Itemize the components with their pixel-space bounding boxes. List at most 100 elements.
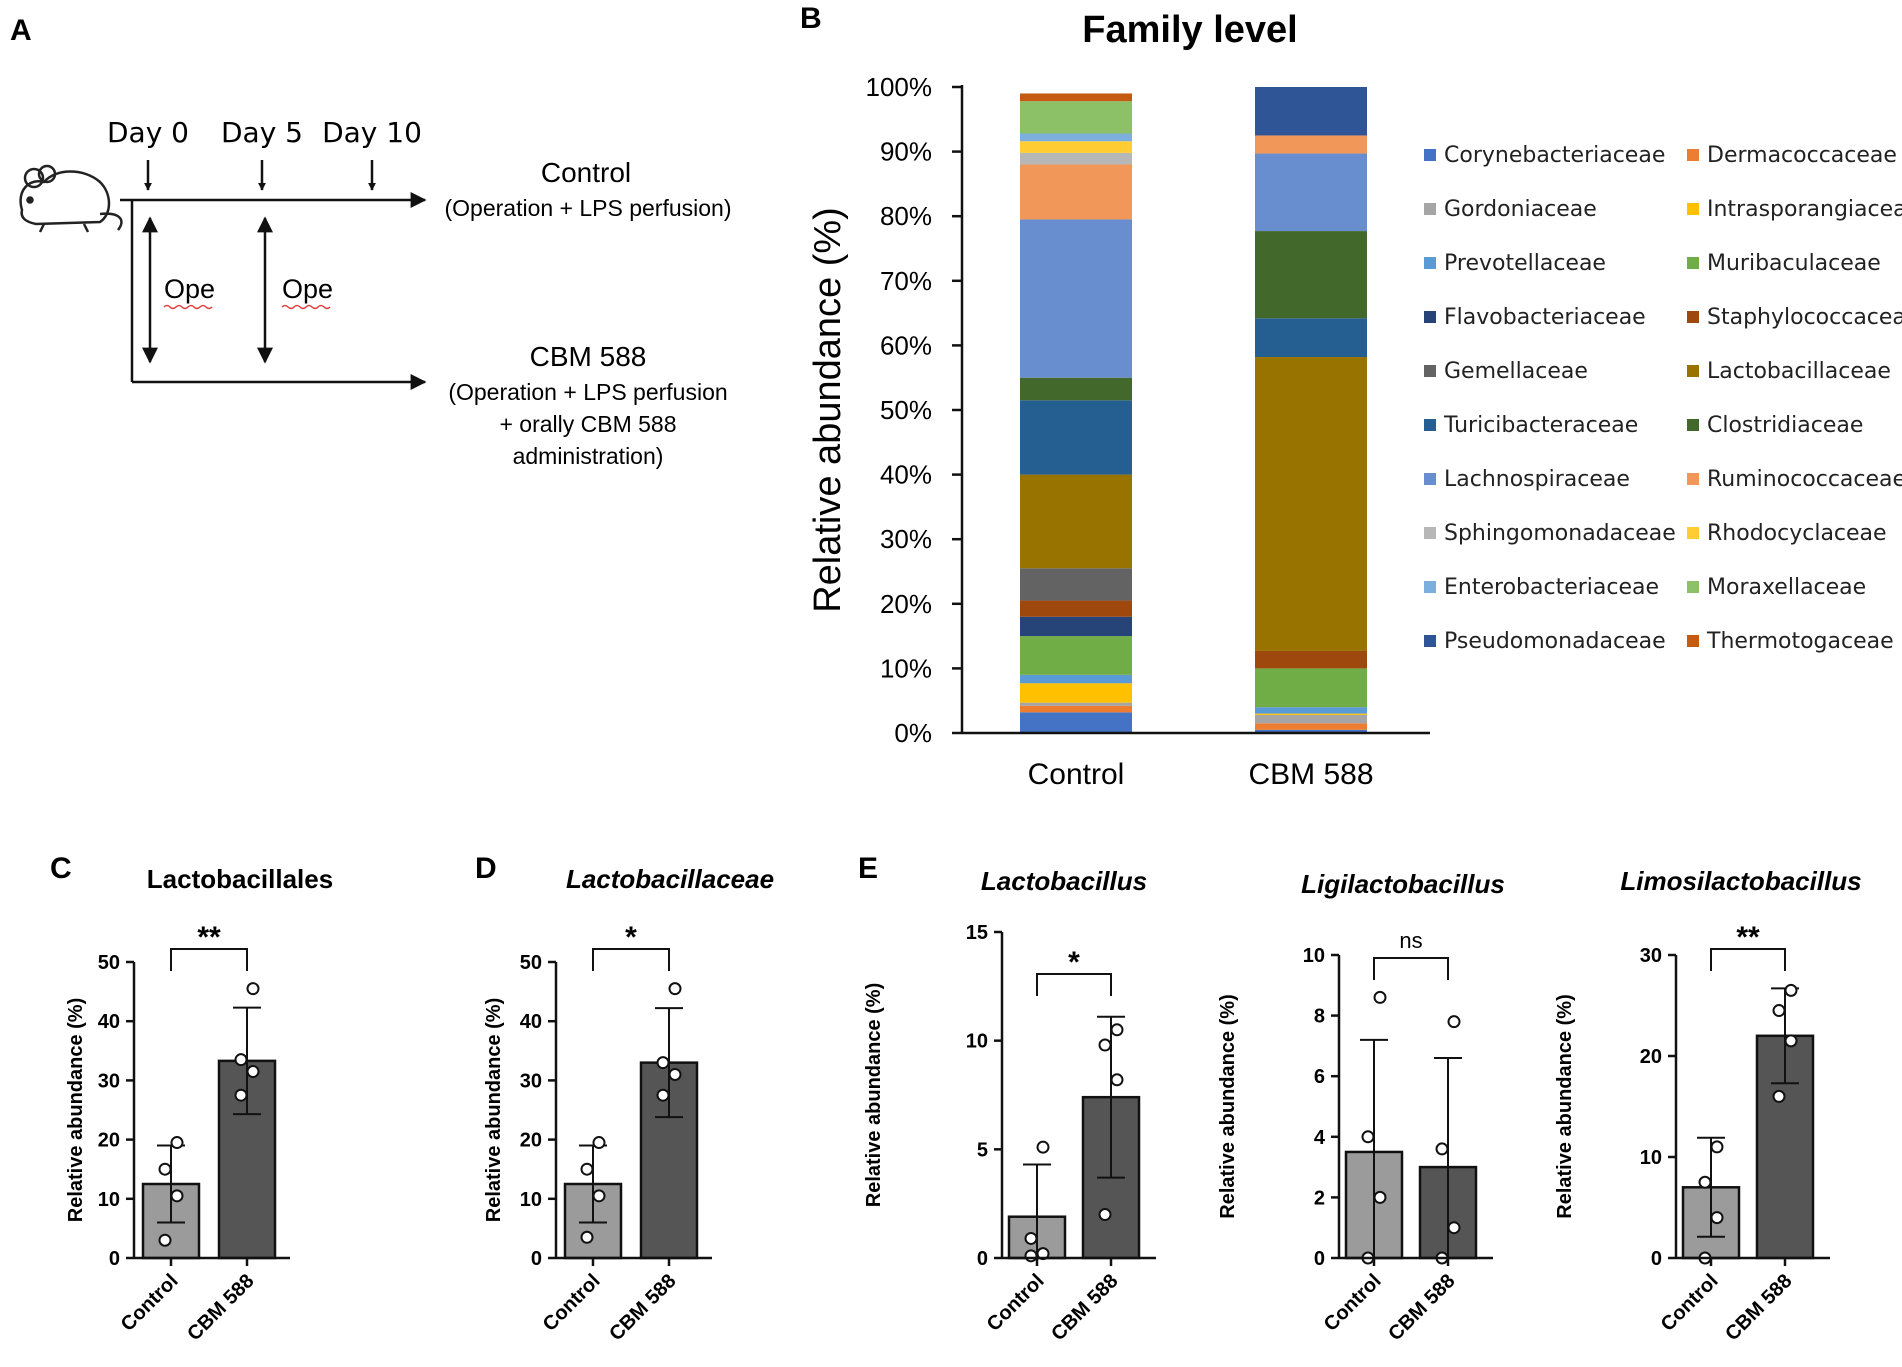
legend-swatch-clostridiaceae bbox=[1687, 419, 1699, 431]
y-tick-label: 2 bbox=[1314, 1187, 1325, 1209]
data-point-cbm-588 bbox=[1447, 1221, 1461, 1235]
significance-bracket bbox=[1036, 973, 1112, 996]
legend-item-dermacoccaceae: Dermacoccaceae bbox=[1707, 143, 1897, 168]
data-point-control bbox=[580, 1162, 594, 1176]
timeline-day-10: Day 10 bbox=[322, 116, 422, 149]
y-tick-label: 4 bbox=[1314, 1127, 1326, 1149]
y-axis-label: Relative abundance (%) bbox=[65, 998, 87, 1223]
significance-label: * bbox=[1068, 946, 1080, 979]
y-tick-label: 30 bbox=[98, 1070, 120, 1092]
bar-segment-control-turicibacteraceae bbox=[1020, 400, 1132, 475]
legend-item-lachnospiraceae: Lachnospiraceae bbox=[1444, 467, 1630, 492]
bar-segment-control-intrasporangiaceae bbox=[1020, 683, 1132, 703]
significance-bracket bbox=[170, 948, 248, 971]
y-tick-label: 0 bbox=[1651, 1248, 1662, 1270]
bar-segment-control-enterobacteriaceae bbox=[1020, 133, 1132, 142]
bar-segment-cbm-588-gordoniaceae bbox=[1255, 714, 1367, 724]
bar-segment-cbm-588-dermacoccaceae bbox=[1255, 723, 1367, 730]
significance-label: ** bbox=[1736, 921, 1760, 954]
data-point-control bbox=[1710, 1140, 1724, 1154]
panel-label-d: D bbox=[475, 852, 497, 885]
bar-segment-control-dermacoccaceae bbox=[1020, 705, 1132, 713]
data-point-control bbox=[1024, 1249, 1038, 1263]
x-category-label: Control bbox=[1028, 758, 1125, 791]
bar-segment-control-corynebacteriaceae bbox=[1020, 712, 1132, 733]
legend-item-pseudomonadaceae: Pseudomonadaceae bbox=[1444, 629, 1666, 654]
data-point-cbm-588 bbox=[668, 982, 682, 996]
panel-label-e1: E bbox=[858, 852, 878, 885]
data-point-cbm-588 bbox=[1784, 1034, 1798, 1048]
bar-segment-control-thermotogaceae bbox=[1020, 93, 1132, 102]
legend-swatch-sphingomonadaceae bbox=[1424, 527, 1436, 539]
legend-swatch-intrasporangiaceae bbox=[1687, 203, 1699, 215]
legend-swatch-lachnospiraceae bbox=[1424, 473, 1436, 485]
data-point-control bbox=[1698, 1175, 1712, 1189]
legend-item-flavobacteriaceae: Flavobacteriaceae bbox=[1444, 305, 1646, 330]
bar-segment-control-lachnospiraceae bbox=[1020, 219, 1132, 378]
spellcheck-underline-1 bbox=[163, 304, 213, 310]
legend-swatch-enterobacteriaceae bbox=[1424, 581, 1436, 593]
legend-item-prevotellaceae: Prevotellaceae bbox=[1444, 251, 1606, 276]
bar-segment-control-muribaculaceae bbox=[1020, 636, 1132, 675]
legend-item-muribaculaceae: Muribaculaceae bbox=[1707, 251, 1881, 276]
mouse-icon bbox=[19, 164, 123, 233]
panel-b-stacked-chart: B Family level Relative abundance (%) 0% 10%… bbox=[800, 2, 1902, 791]
y-tick-label: 50 bbox=[520, 952, 542, 974]
legend-swatch-gemellaceae bbox=[1424, 365, 1436, 377]
data-point-control bbox=[170, 1189, 184, 1203]
x-category-label: CBM 588 bbox=[1248, 758, 1373, 791]
group-cbm-desc-line3: administration) bbox=[513, 443, 664, 469]
legend-swatch-dermacoccaceae bbox=[1687, 149, 1699, 161]
bar-segment-cbm-588-lactobacillaceae bbox=[1255, 357, 1367, 651]
y-tick-label: 10 bbox=[966, 1031, 988, 1053]
y-tick-label: 0 bbox=[977, 1248, 988, 1270]
group-cbm-desc-line1: (Operation + LPS perfusion bbox=[448, 379, 727, 405]
y-tick-label: 10 bbox=[520, 1189, 542, 1211]
spellcheck-underline-2 bbox=[281, 304, 331, 310]
legend-swatch-gordoniaceae bbox=[1424, 203, 1436, 215]
legend-item-gemellaceae: Gemellaceae bbox=[1444, 359, 1588, 384]
bar-segment-cbm-588-muribaculaceae bbox=[1255, 668, 1367, 708]
y-tick-label: 8 bbox=[1314, 1006, 1325, 1028]
data-point-cbm-588 bbox=[1435, 1142, 1449, 1156]
group-control-title: Control bbox=[541, 157, 631, 188]
y-tick-label: 0 bbox=[531, 1248, 542, 1270]
panel-c-chart: C Lactobacillales Relative abundance (%) 0 1… bbox=[50, 852, 333, 1345]
legend-item-ruminococcaceae: Ruminococcaceae bbox=[1707, 467, 1902, 492]
legend-item-intrasporangiaceae: Intrasporangiaceae bbox=[1707, 197, 1902, 222]
data-point-control bbox=[1361, 1130, 1375, 1144]
legend-swatch-prevotellaceae bbox=[1424, 257, 1436, 269]
x-category-label: CBM 588 bbox=[1721, 1270, 1796, 1345]
legend-item-corynebacteriaceae: Corynebacteriaceae bbox=[1444, 143, 1665, 168]
data-point-cbm-588 bbox=[1098, 1208, 1112, 1222]
legend-item-thermotogaceae: Thermotogaceae bbox=[1706, 629, 1894, 654]
x-category-label: Control bbox=[539, 1270, 605, 1336]
data-point-cbm-588 bbox=[1772, 1004, 1786, 1018]
significance-bracket bbox=[1373, 957, 1449, 980]
bar-segment-control-staphylococcaceae bbox=[1020, 600, 1132, 617]
data-point-control bbox=[1373, 1190, 1387, 1204]
legend-item-moraxellaceae: Moraxellaceae bbox=[1707, 575, 1866, 600]
y-tick-label: 10 bbox=[98, 1189, 120, 1211]
y-tick-label: 6 bbox=[1314, 1066, 1325, 1088]
y-tick-label: 40% bbox=[880, 460, 932, 490]
legend-swatch-flavobacteriaceae bbox=[1424, 311, 1436, 323]
data-point-cbm-588 bbox=[246, 982, 260, 996]
chart-title: Lactobacillales bbox=[147, 864, 333, 894]
panel-e-lactobacillus-chart: E Lactobacillus Relative abundance (%) 0 5 10… bbox=[858, 852, 1156, 1345]
group-control-desc: (Operation + LPS perfusion) bbox=[444, 195, 731, 221]
significance-bracket bbox=[1710, 948, 1786, 971]
y-tick-label: 0 bbox=[1314, 1248, 1325, 1270]
bar-segment-cbm-588-intrasporangiaceae bbox=[1255, 713, 1367, 715]
y-tick-label: 50 bbox=[98, 952, 120, 974]
legend-swatch-moraxellaceae bbox=[1687, 581, 1699, 593]
ope-label-1: Ope bbox=[164, 274, 215, 304]
bar-segment-cbm-588-corynebacteriaceae bbox=[1255, 729, 1367, 733]
legend-item-lactobacillaceae: Lactobacillaceae bbox=[1707, 359, 1891, 384]
data-point-control bbox=[1373, 990, 1387, 1004]
data-point-control bbox=[580, 1230, 594, 1244]
y-tick-label: 40 bbox=[520, 1011, 542, 1033]
legend-swatch-turicibacteraceae bbox=[1424, 419, 1436, 431]
x-category-label: CBM 588 bbox=[605, 1270, 680, 1345]
bar-segment-control-flavobacteriaceae bbox=[1020, 616, 1132, 637]
